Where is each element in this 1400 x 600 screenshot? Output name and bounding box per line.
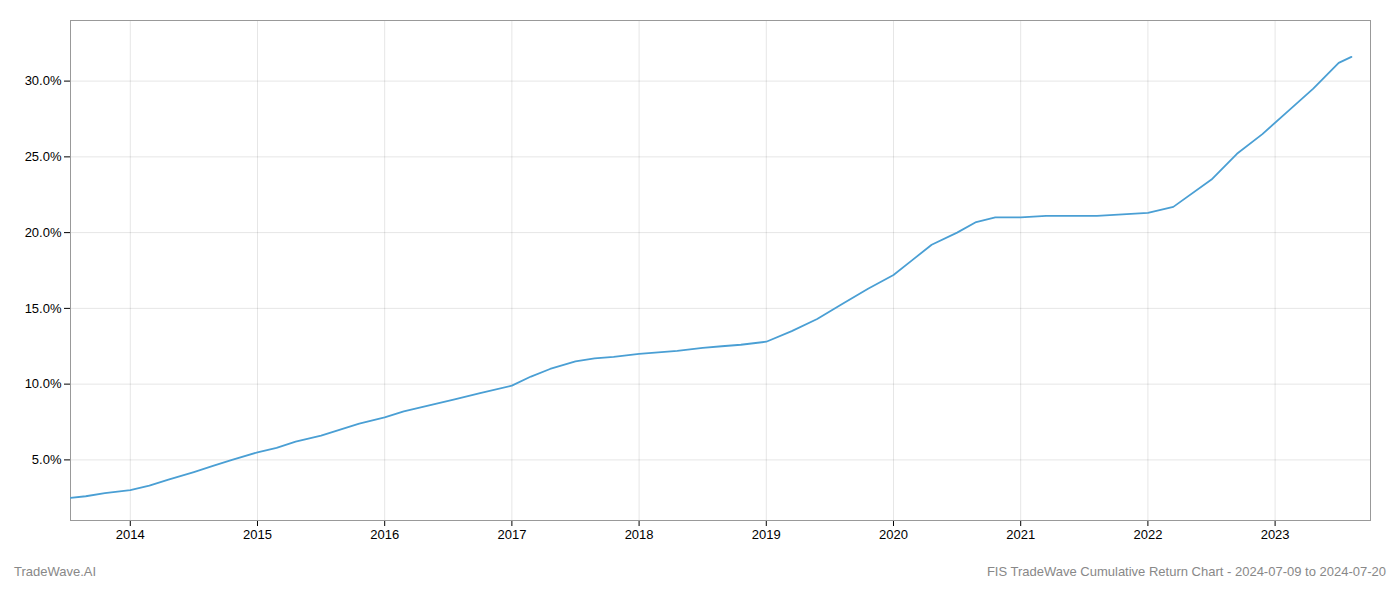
svg-text:2018: 2018	[625, 527, 654, 542]
svg-text:2016: 2016	[370, 527, 399, 542]
svg-text:2023: 2023	[1261, 527, 1290, 542]
svg-text:15.0%: 15.0%	[25, 301, 62, 316]
svg-text:2017: 2017	[497, 527, 526, 542]
svg-text:20.0%: 20.0%	[25, 225, 62, 240]
html-text:FIS TradeWave Cumulative Retur: FIS TradeWave Cumulative Return Chart - …	[986, 564, 1386, 579]
svg-text:10.0%: 10.0%	[25, 376, 62, 391]
svg-text:30.0%: 30.0%	[25, 73, 62, 88]
svg-text:25.0%: 25.0%	[25, 149, 62, 164]
svg-text:2015: 2015	[243, 527, 272, 542]
svg-text:2022: 2022	[1133, 527, 1162, 542]
html-text:TradeWave.AI: TradeWave.AI	[14, 564, 97, 579]
svg-text:2014: 2014	[116, 527, 145, 542]
svg-text:2020: 2020	[879, 527, 908, 542]
svg-text:2021: 2021	[1006, 527, 1035, 542]
svg-text:2019: 2019	[752, 527, 781, 542]
svg-text:5.0%: 5.0%	[32, 452, 62, 467]
